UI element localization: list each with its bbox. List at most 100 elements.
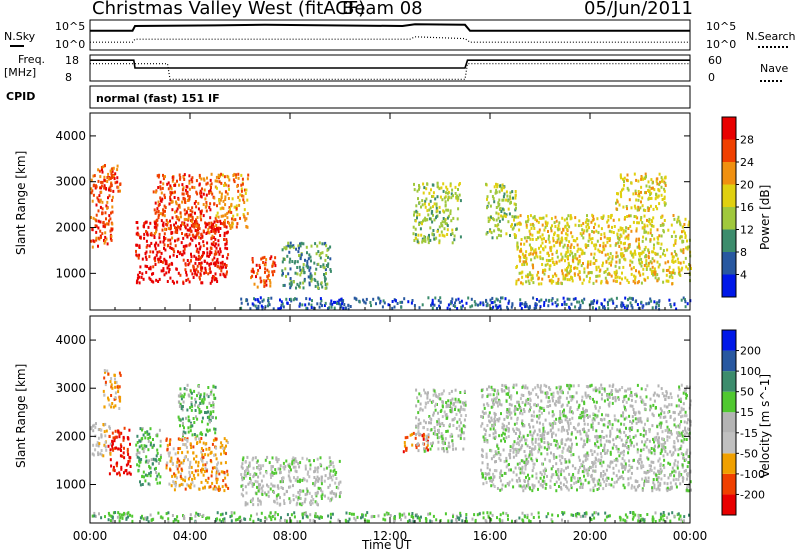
nave-line bbox=[90, 63, 690, 80]
x-tick-label: 20:00 bbox=[573, 529, 608, 543]
colorbar-tick-label: 28 bbox=[740, 134, 754, 147]
freq-label: Freq. bbox=[18, 53, 46, 66]
echo-region bbox=[165, 436, 230, 493]
velocity-echo-layer bbox=[90, 369, 692, 524]
colorbar-tick-label: 12 bbox=[740, 224, 754, 237]
velocity-axes: 1000 2000 3000 4000 00:00 04:00 08:00 12:00 16:0… bbox=[55, 316, 707, 543]
colorbar-swatch bbox=[722, 350, 736, 372]
x-tick-label: 00:00 bbox=[673, 529, 708, 543]
nsky-line bbox=[90, 23, 690, 32]
colorbar-swatch bbox=[722, 274, 736, 297]
nsearch-legend-line bbox=[758, 46, 788, 48]
echo-region bbox=[177, 383, 217, 438]
echo-region bbox=[90, 168, 115, 249]
colorbar-swatch bbox=[722, 330, 736, 351]
colorbar-tick-label: -15 bbox=[740, 427, 758, 440]
freq-nave-lines bbox=[90, 59, 690, 80]
colorbar-swatch bbox=[722, 117, 736, 140]
x-tick-label: 12:00 bbox=[373, 529, 408, 543]
colorbar-swatch bbox=[722, 229, 736, 252]
x-tick-label: 04:00 bbox=[173, 529, 208, 543]
nsky-tick-top: 10^5 bbox=[55, 20, 86, 33]
plot-title: Christmas Valley West (fitACF) bbox=[92, 0, 366, 19]
nsearch-line bbox=[90, 36, 690, 43]
y-tick-label: 3000 bbox=[55, 175, 86, 189]
echo-region bbox=[100, 164, 122, 194]
colorbar-swatch bbox=[722, 252, 736, 275]
echo-region bbox=[480, 383, 692, 493]
colorbar-tick-label: 8 bbox=[740, 246, 747, 259]
nave-label: Nave bbox=[760, 62, 789, 75]
echo-region bbox=[250, 255, 277, 289]
frequency-line bbox=[90, 59, 690, 69]
sky-search-lines bbox=[90, 23, 690, 43]
echo-region bbox=[281, 241, 332, 290]
y-tick-label: 2000 bbox=[55, 221, 86, 235]
echo-region bbox=[240, 296, 692, 311]
echo-region bbox=[135, 427, 162, 487]
nsky-tick-bottom: 10^0 bbox=[55, 38, 86, 51]
echo-region bbox=[135, 218, 230, 285]
cpid-panel-frame bbox=[89, 85, 691, 109]
nave-legend-line bbox=[760, 80, 782, 82]
freq-unit-label: [MHz] bbox=[4, 66, 37, 79]
velocity-colorbar: 200 100 50 15 -15 -50 -100 -200 bbox=[721, 329, 765, 516]
colorbar-swatch bbox=[722, 139, 736, 162]
echo-region bbox=[90, 422, 112, 458]
freq-tick-top: 18 bbox=[65, 54, 79, 67]
power-colorbar: 28 24 20 16 12 8 4 bbox=[721, 116, 754, 298]
nave-tick-bottom: 0 bbox=[708, 71, 715, 84]
nsky-legend-line bbox=[10, 45, 24, 47]
y-tick-label: 4000 bbox=[55, 129, 86, 143]
nsearch-tick-top: 10^5 bbox=[706, 20, 737, 33]
echo-region bbox=[102, 369, 122, 410]
colorbar-swatch bbox=[722, 453, 736, 474]
echo-region bbox=[412, 181, 462, 245]
colorbar-swatch bbox=[722, 494, 736, 515]
sky-search-panel-frame bbox=[89, 19, 691, 51]
colorbar-swatch bbox=[722, 473, 736, 495]
velocity-ylabel: Slant Range [km] bbox=[14, 363, 28, 468]
colorbar-swatch bbox=[722, 371, 736, 392]
y-tick-label: 2000 bbox=[55, 429, 86, 443]
colorbar-tick-label: 100 bbox=[740, 365, 761, 378]
colorbar-tick-label: 15 bbox=[740, 406, 754, 419]
freq-nave-panel-frame bbox=[89, 54, 691, 82]
y-tick-label: 3000 bbox=[55, 381, 86, 395]
echo-region bbox=[107, 426, 132, 477]
colorbar-swatch bbox=[722, 184, 736, 207]
colorbar-swatch bbox=[722, 432, 736, 454]
colorbar-swatch bbox=[722, 412, 736, 433]
colorbar-tick-label: 50 bbox=[740, 386, 754, 399]
power-colorbar-label: Power [dB] bbox=[758, 184, 772, 250]
velocity-colorbar-label: Velocity [m s^-1] bbox=[758, 373, 772, 478]
nsearch-tick-bottom: 10^0 bbox=[706, 38, 737, 51]
colorbar-swatch bbox=[722, 207, 736, 230]
colorbar-tick-label: -50 bbox=[740, 447, 758, 460]
x-tick-label: 16:00 bbox=[473, 529, 508, 543]
echo-region bbox=[215, 172, 250, 230]
power-ylabel: Slant Range [km] bbox=[14, 150, 28, 255]
power-axes: 1000 2000 3000 4000 bbox=[55, 113, 691, 310]
nave-tick-top: 60 bbox=[708, 54, 722, 67]
colorbar-tick-label: 20 bbox=[740, 179, 754, 192]
colorbar-tick-label: 4 bbox=[740, 269, 747, 282]
colorbar-tick-label: 24 bbox=[740, 156, 754, 169]
colorbar-tick-label: -100 bbox=[740, 468, 765, 481]
freq-tick-bottom: 8 bbox=[65, 71, 72, 84]
x-tick-label: 00:00 bbox=[73, 529, 108, 543]
echo-region bbox=[415, 388, 467, 454]
colorbar-tick-label: 16 bbox=[740, 201, 754, 214]
power-echo-layer bbox=[90, 164, 692, 311]
echo-region bbox=[485, 182, 517, 240]
cpid-value: normal (fast) 151 IF bbox=[96, 92, 220, 105]
beam-label: Beam 08 bbox=[342, 0, 423, 19]
x-axis-label: Time UT bbox=[362, 538, 412, 552]
nsearch-label: N.Search bbox=[746, 30, 796, 43]
colorbar-tick-label: 200 bbox=[740, 345, 761, 358]
y-tick-label: 1000 bbox=[55, 477, 86, 491]
colorbar-swatch bbox=[722, 391, 736, 413]
colorbar-tick-label: -200 bbox=[740, 488, 765, 501]
colorbar-swatch bbox=[722, 162, 736, 185]
